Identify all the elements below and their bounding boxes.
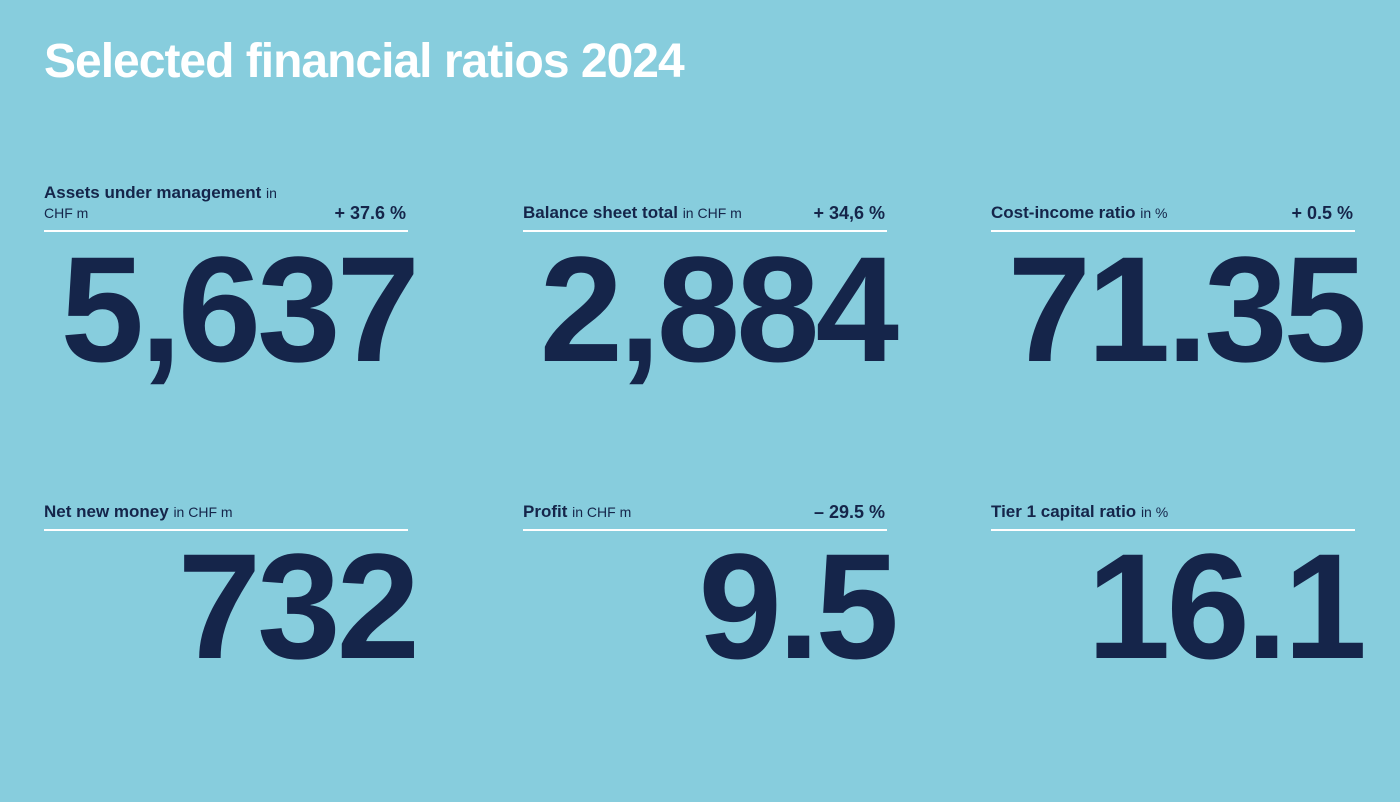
metric-label: Cost-income ratio in % [991,203,1168,222]
metric-unit: in % [1140,205,1168,221]
metric-card-balance-sheet-total: Balance sheet total in CHF m + 34,6 % 2,… [523,182,899,392]
metric-label: Tier 1 capital ratio in % [991,502,1169,521]
metric-value: 71.35 [1007,225,1367,393]
metric-unit: in % [1140,504,1169,520]
metric-value: 2,884 [539,225,899,393]
metric-unit: in CHF m [682,205,742,221]
metric-label: Assets under management in CHF m [44,183,277,221]
metric-change: + 34,6 % [813,203,885,223]
metric-header: Assets under management in CHF m + 37.6 … [44,182,408,232]
metric-label: Balance sheet total in CHF m [523,203,742,222]
metric-value: 732 [177,522,420,690]
metric-card-profit: Profit in CHF m – 29.5 % 9.5 [523,481,899,691]
metric-value: 9.5 [698,522,899,690]
metric-header: Cost-income ratio in % + 0.5 % [991,182,1355,232]
metric-card-net-new-money: Net new money in CHF m 732 [44,481,420,691]
metric-card-cost-income-ratio: Cost-income ratio in % + 0.5 % 71.35 [991,182,1367,392]
metric-value: 16.1 [1087,522,1367,690]
metric-value: 5,637 [60,225,420,393]
metric-unit: in CHF m [572,504,632,520]
metric-header: Tier 1 capital ratio in % [991,481,1355,531]
metric-unit: in CHF m [173,504,233,520]
metric-change: + 37.6 % [334,203,406,223]
metric-card-assets-under-management: Assets under management in CHF m + 37.6 … [44,182,420,392]
page-title: Selected financial ratios 2024 [44,35,685,88]
metric-card-tier-1-capital-ratio: Tier 1 capital ratio in % 16.1 [991,481,1367,691]
metric-header: Balance sheet total in CHF m + 34,6 % [523,182,887,232]
metric-change: – 29.5 % [813,502,885,522]
metric-header: Net new money in CHF m [44,481,408,531]
metric-unit: in CHF m [44,185,277,221]
metric-change: + 0.5 % [1291,203,1353,223]
metric-label: Profit in CHF m [523,502,632,521]
metric-label: Net new money in CHF m [44,502,233,521]
metric-header: Profit in CHF m – 29.5 % [523,481,887,531]
